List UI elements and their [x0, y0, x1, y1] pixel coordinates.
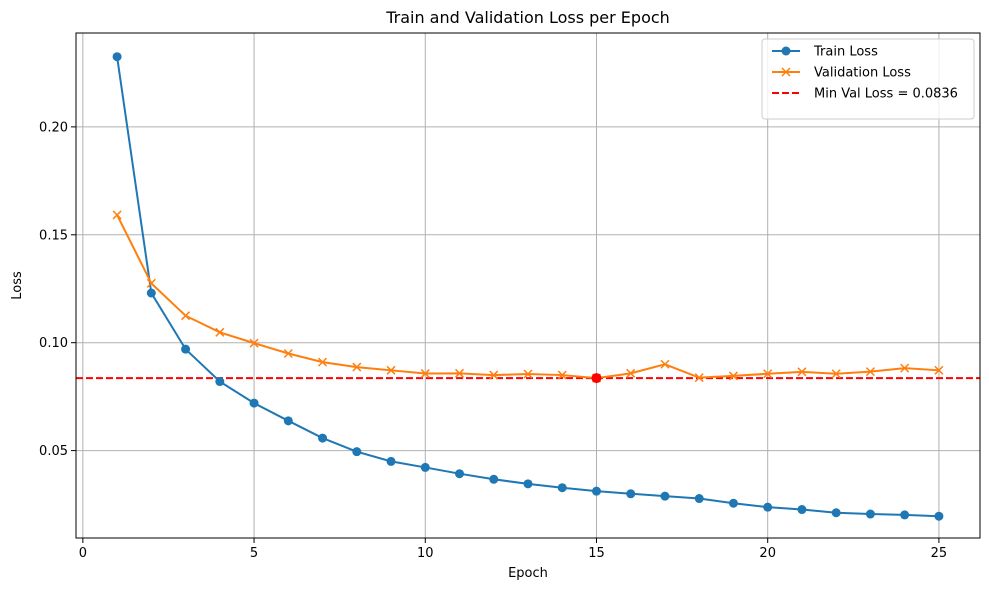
validation-loss-point [249, 338, 259, 348]
chart-title: Train and Validation Loss per Epoch [385, 8, 670, 27]
validation-loss-point [283, 348, 293, 359]
validation-loss-point [146, 278, 156, 288]
train-loss-point [146, 288, 156, 298]
train-loss-point [900, 510, 910, 520]
train-loss-point [626, 489, 636, 499]
validation-loss-point [420, 369, 430, 379]
y-tick-label: 0.20 [39, 120, 68, 135]
validation-loss-point [865, 367, 875, 377]
train-loss-point [489, 474, 499, 484]
validation-loss-point [386, 365, 396, 375]
train-loss-point [523, 479, 533, 489]
validation-loss-point [181, 311, 191, 321]
train-loss-point [352, 447, 362, 457]
legend-box [761, 38, 975, 120]
train-loss-point [455, 469, 465, 479]
x-tick-label: 0 [79, 546, 87, 561]
train-loss-point [934, 511, 944, 521]
x-tick-label: 20 [759, 546, 776, 561]
validation-loss-point [900, 363, 910, 373]
train-loss-point [763, 502, 773, 512]
validation-loss-point [660, 359, 670, 369]
legend-handle-marker [781, 46, 791, 56]
legend-handle-marker [781, 67, 791, 77]
train-loss-point [797, 505, 807, 515]
validation-loss-point [763, 369, 773, 379]
train-loss-point [557, 483, 567, 493]
train-loss-point [865, 509, 875, 519]
train-loss-point [694, 494, 704, 504]
legend-label: Min Val Loss = 0.0836 [814, 87, 958, 102]
train-loss-point [215, 377, 225, 387]
validation-loss-point [112, 210, 122, 220]
validation-loss-point [352, 362, 362, 372]
validation-loss-point [454, 368, 465, 378]
y-axis-label: Loss [10, 271, 25, 300]
y-tick-label: 0.05 [39, 444, 68, 459]
series-group [112, 52, 944, 521]
train-loss-point [386, 456, 396, 466]
validation-loss-point [728, 371, 738, 381]
train-loss-point [660, 491, 670, 501]
x-tick-label: 25 [931, 546, 948, 561]
series-line-0 [116, 56, 939, 518]
validation-loss-point [626, 368, 636, 378]
validation-loss-point [318, 357, 328, 367]
validation-loss-point [215, 327, 225, 337]
series-line-1 [116, 214, 939, 380]
x-tick-label: 15 [588, 546, 605, 561]
train-loss-point [420, 462, 430, 472]
train-loss-point [318, 433, 328, 443]
y-tick-label: 0.15 [39, 228, 68, 243]
train-loss-point [181, 344, 191, 354]
y-tick-label: 0.10 [39, 336, 68, 351]
train-loss-point [112, 52, 122, 62]
train-loss-point [831, 508, 841, 518]
validation-loss-point [489, 370, 499, 380]
axis-ticks: 0 5 10 15 20 25 0.05 0.10 0.15 0.20 [39, 120, 947, 561]
validation-loss-point [557, 370, 567, 380]
x-tick-label: 10 [417, 546, 434, 561]
x-axis-label: Epoch [508, 566, 548, 581]
plot-frame [75, 32, 981, 539]
legend-label: Train Loss [813, 45, 878, 60]
legend: Train Loss Validation Loss Min Val Loss = … [761, 38, 975, 120]
highlight-group [591, 373, 602, 384]
train-loss-point [283, 416, 293, 426]
x-tick-label: 5 [250, 546, 258, 561]
validation-loss-point [523, 369, 533, 379]
train-loss-point [249, 398, 259, 408]
train-loss-point [591, 486, 601, 496]
validation-loss-point [694, 373, 704, 383]
legend-label: Validation Loss [814, 66, 911, 81]
validation-loss-point [831, 369, 841, 379]
validation-loss-point [934, 365, 944, 375]
validation-loss-point [797, 367, 807, 377]
min-val-loss-point [591, 373, 602, 384]
train-loss-point [728, 498, 738, 508]
